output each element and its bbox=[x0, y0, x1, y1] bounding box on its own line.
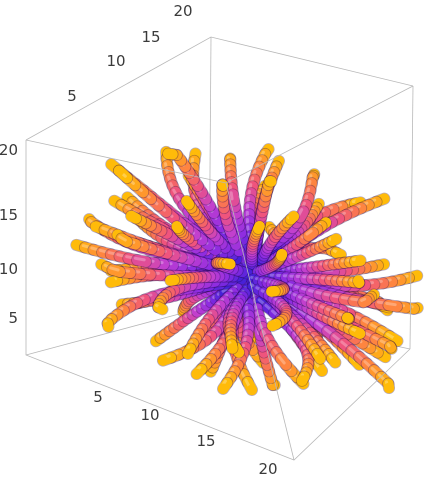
stream-tube-highlight bbox=[305, 229, 313, 236]
stream-tube-segment bbox=[107, 264, 126, 278]
stream-tube-highlight bbox=[385, 301, 397, 307]
stream-tube-end-cap bbox=[103, 321, 114, 332]
stream-tube-highlight bbox=[133, 256, 146, 262]
stream-tube-segment bbox=[227, 189, 240, 206]
z-axis-tick-label: 15 bbox=[0, 206, 18, 224]
stream-tube-highlight bbox=[109, 266, 120, 272]
stream-tube-end-cap bbox=[217, 383, 229, 395]
stream-tube-end-cap bbox=[330, 357, 341, 368]
x-axis-tick-label: 20 bbox=[258, 460, 277, 478]
stream-tube-highlight bbox=[360, 297, 367, 302]
stream-tube-end-cap bbox=[182, 348, 194, 360]
stream-tube-end-cap bbox=[163, 148, 174, 159]
stream-tube-end-cap bbox=[181, 195, 192, 207]
stream-tube-segment bbox=[358, 295, 372, 308]
stream-tubes bbox=[70, 143, 424, 396]
stream-tube-end-cap bbox=[157, 304, 168, 315]
bottom-axis-ticks: 5 10 15 20 bbox=[93, 388, 277, 478]
stream-tube-end-cap bbox=[330, 233, 342, 245]
x-axis-tick-label: 10 bbox=[140, 406, 159, 424]
stream-tube-end-cap bbox=[342, 312, 353, 324]
stream-tube-end-cap bbox=[288, 211, 300, 222]
stream-tube-end-cap bbox=[171, 221, 183, 232]
stream-tube-end-cap bbox=[125, 210, 137, 222]
stream-tube-end-cap bbox=[355, 255, 366, 266]
y-axis-tick-label: 20 bbox=[173, 2, 192, 20]
y-axis-tick-label: 10 bbox=[106, 52, 125, 70]
stream-tube-segment bbox=[295, 206, 309, 223]
stream-tube-end-cap bbox=[265, 176, 277, 187]
stream-tube-segment bbox=[116, 233, 133, 248]
stream-tube-end-cap bbox=[191, 368, 202, 380]
stream-tube-end-cap bbox=[105, 276, 117, 288]
stream-tube-segment bbox=[384, 341, 397, 353]
stream-tube-end-cap bbox=[411, 270, 423, 282]
stream-tube-highlight bbox=[277, 355, 286, 365]
x-axis-tick-label: 15 bbox=[196, 432, 215, 450]
stream-tube-end-cap bbox=[315, 353, 326, 364]
top-axis-ticks: 5 10 15 20 bbox=[67, 2, 192, 105]
stream-tube-end-cap bbox=[316, 365, 328, 377]
stream-tube-end-cap bbox=[335, 249, 347, 261]
stream-tube-highlight bbox=[297, 208, 304, 218]
z-axis-tick-label: 10 bbox=[0, 260, 18, 278]
stream-tube-end-cap bbox=[296, 375, 308, 387]
stream-tube-end-cap bbox=[227, 343, 238, 354]
stream-tube-segment bbox=[275, 353, 292, 371]
stream-tube-end-cap bbox=[392, 335, 403, 347]
stream-tube-end-cap bbox=[276, 249, 288, 260]
stream-tube-end-cap bbox=[71, 239, 82, 251]
stream-tube-end-cap bbox=[106, 159, 117, 170]
stream-tube-end-cap bbox=[383, 382, 395, 394]
left-axis-ticks: 5 10 15 20 bbox=[0, 141, 18, 327]
stream-tube-segment bbox=[131, 254, 152, 267]
y-axis-tick-label: 15 bbox=[141, 28, 160, 46]
stream-tube-end-cap bbox=[113, 165, 125, 176]
stream-tube-highlight bbox=[386, 343, 391, 348]
stream-tube-highlight bbox=[118, 235, 127, 242]
stream-tube-end-cap bbox=[267, 320, 278, 332]
stream-tube-end-cap bbox=[353, 275, 364, 287]
stream-tube-end-cap bbox=[90, 221, 102, 232]
stream-tube-end-cap bbox=[266, 286, 277, 297]
stream-tube-end-cap bbox=[254, 221, 265, 232]
stream-tube-end-cap bbox=[354, 328, 366, 339]
stream-tube-segment bbox=[303, 227, 319, 242]
stream-tube-end-cap bbox=[246, 384, 258, 396]
x-axis-tick-label: 5 bbox=[93, 388, 103, 406]
stream-tube-segment bbox=[383, 299, 403, 312]
stream-tube-end-cap bbox=[157, 355, 169, 366]
bounding-box-front-edges bbox=[25, 85, 414, 461]
stream-tube-end-cap bbox=[224, 258, 236, 270]
z-axis-tick-label: 20 bbox=[0, 141, 18, 159]
stream-tube-end-cap bbox=[165, 275, 176, 286]
stream-tube-highlight bbox=[229, 191, 234, 201]
z-axis-tick-label: 5 bbox=[8, 309, 18, 327]
y-axis-tick-label: 5 bbox=[67, 87, 77, 105]
